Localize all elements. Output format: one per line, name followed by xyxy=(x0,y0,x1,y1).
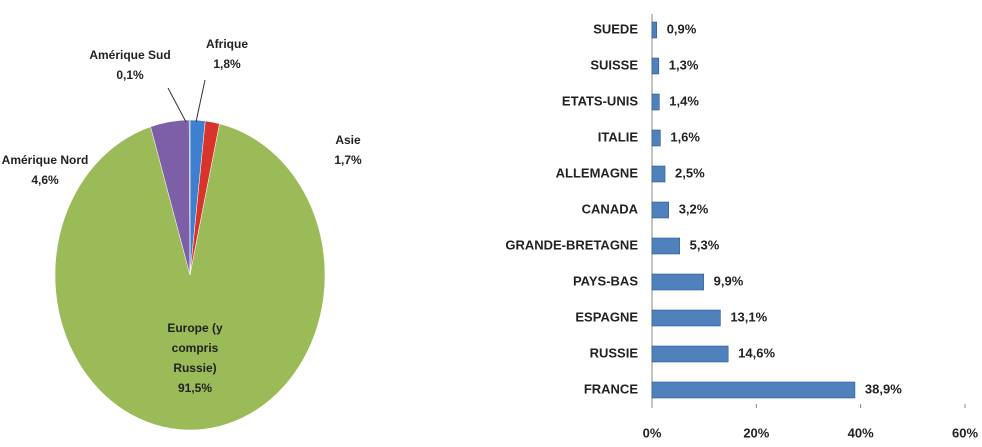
bar xyxy=(651,345,729,363)
slice-value: 4,6% xyxy=(31,173,59,187)
x-tick-label: 40% xyxy=(848,425,874,440)
slice-name: Europe (y compris Russie) xyxy=(167,321,223,375)
bar xyxy=(651,237,680,255)
value-label: 13,1% xyxy=(730,309,767,324)
slice-label: Europe (y compris Russie) 91,5% xyxy=(150,318,240,398)
bar xyxy=(651,381,856,399)
value-label: 5,3% xyxy=(690,237,720,252)
y-tick-label: ETATS-UNIS xyxy=(562,93,638,108)
pie-slice xyxy=(188,119,191,276)
value-label: 3,2% xyxy=(679,201,709,216)
bar xyxy=(651,129,661,147)
value-label: 1,4% xyxy=(669,93,699,108)
bar xyxy=(651,165,666,183)
bar xyxy=(651,201,669,219)
slice-name: Asie xyxy=(335,133,361,147)
pie-slice xyxy=(54,123,326,431)
slice-value: 1,8% xyxy=(213,57,241,71)
y-tick-label: ITALIE xyxy=(598,129,639,144)
x-tick-label: 20% xyxy=(743,425,769,440)
slice-name: Amérique Nord xyxy=(1,153,89,167)
leader-line xyxy=(167,87,187,123)
slice-value: 0,1% xyxy=(116,68,144,82)
slice-label: Afrique 1,8% xyxy=(192,34,262,74)
y-tick-label: ALLEMAGNE xyxy=(556,165,639,180)
value-label: 0,9% xyxy=(667,21,697,36)
y-tick-label: ESPAGNE xyxy=(575,309,638,324)
y-tick-label: PAYS-BAS xyxy=(573,273,638,288)
bar xyxy=(651,309,721,327)
leader-line xyxy=(195,79,206,123)
y-tick-label: SUISSE xyxy=(590,57,638,72)
slice-label: Amérique Sud 0,1% xyxy=(80,45,180,85)
bar xyxy=(651,93,660,111)
bar xyxy=(651,273,704,291)
bar xyxy=(651,57,660,75)
y-tick-label: FRANCE xyxy=(584,381,638,396)
y-tick-label: RUSSIE xyxy=(590,345,639,360)
x-tick-label: 60% xyxy=(952,425,978,440)
slice-label: Amérique Nord 4,6% xyxy=(0,150,90,190)
value-label: 2,5% xyxy=(675,165,705,180)
slice-name: Amérique Sud xyxy=(89,48,171,62)
slice-value: 91,5% xyxy=(177,381,213,395)
value-label: 1,3% xyxy=(669,57,699,72)
x-tick-label: 0% xyxy=(643,425,662,440)
slice-label: Asie 1,7% xyxy=(318,130,378,170)
bar xyxy=(651,21,657,39)
value-label: 38,9% xyxy=(865,381,902,396)
slice-value: 1,7% xyxy=(334,153,362,167)
slice-name: Afrique xyxy=(206,37,248,51)
y-tick-label: CANADA xyxy=(582,201,639,216)
value-label: 14,6% xyxy=(738,345,775,360)
value-label: 9,9% xyxy=(714,273,744,288)
value-label: 1,6% xyxy=(670,129,700,144)
y-tick-label: GRANDE-BRETAGNE xyxy=(505,237,638,252)
y-tick-label: SUEDE xyxy=(593,21,638,36)
